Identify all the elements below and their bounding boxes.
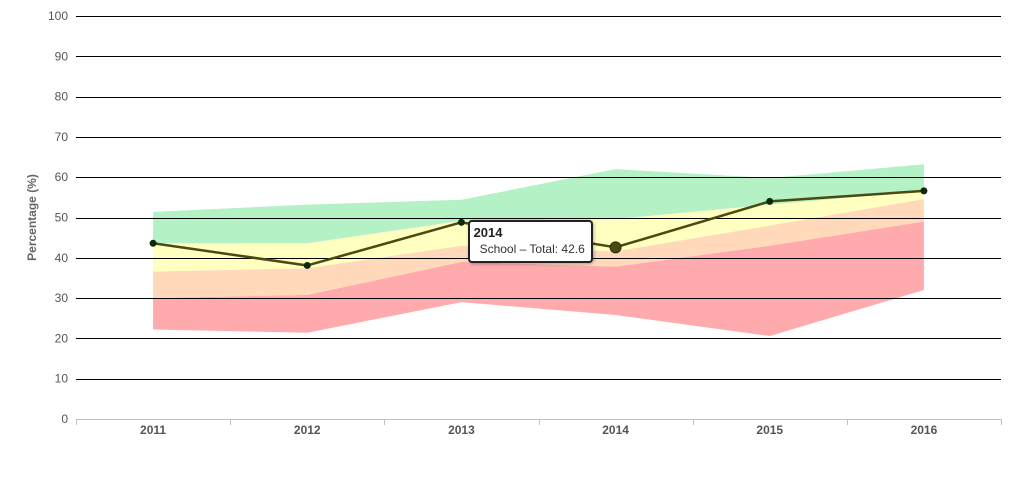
- y-tick-label: 0: [61, 412, 68, 426]
- y-tick-label: 20: [55, 331, 69, 345]
- x-tick-label: 2011: [140, 423, 166, 437]
- x-axis: 2011 2012 2013 2014 2015 2016: [76, 419, 1002, 437]
- x-tick-label: 2015: [756, 423, 783, 437]
- tooltip-label: School – Total:: [479, 242, 559, 257]
- x-tick-label: 2014: [602, 423, 629, 437]
- data-point[interactable]: [457, 218, 465, 226]
- y-tick-label: 40: [55, 251, 69, 265]
- y-tick-label: 80: [55, 90, 69, 104]
- x-tick-label: 2013: [448, 423, 475, 437]
- band-1: [153, 198, 924, 299]
- band-3: [153, 164, 924, 244]
- data-point[interactable]: [920, 187, 928, 195]
- y-axis: 0 10 20 30 40 50 60 70 80 90 100: [48, 9, 68, 426]
- y-tick-label: 100: [48, 9, 68, 23]
- tooltip-row: School – Total: 42.6: [474, 241, 585, 257]
- y-tick-label: 50: [55, 211, 69, 225]
- x-tick-label: 2016: [911, 423, 938, 437]
- y-tick-label: 60: [55, 170, 69, 184]
- y-tick-label: 10: [55, 372, 69, 386]
- data-point[interactable]: [609, 241, 622, 254]
- data-point[interactable]: [303, 261, 311, 269]
- y-tick-label: 30: [55, 291, 69, 305]
- band-0: [153, 221, 924, 336]
- data-point[interactable]: [766, 197, 774, 205]
- tooltip-value: 42.6: [561, 242, 585, 257]
- grid-lines: [76, 16, 1001, 420]
- y-tick-label: 90: [55, 49, 69, 63]
- x-tick-label: 2012: [294, 423, 321, 437]
- data-point[interactable]: [149, 239, 157, 247]
- tooltip-title: 2014: [473, 225, 503, 241]
- y-tick-label: 70: [55, 130, 69, 144]
- data-tooltip: 2014 School – Total: 42.6: [467, 220, 593, 264]
- y-axis-title: Percentage (%): [25, 174, 39, 261]
